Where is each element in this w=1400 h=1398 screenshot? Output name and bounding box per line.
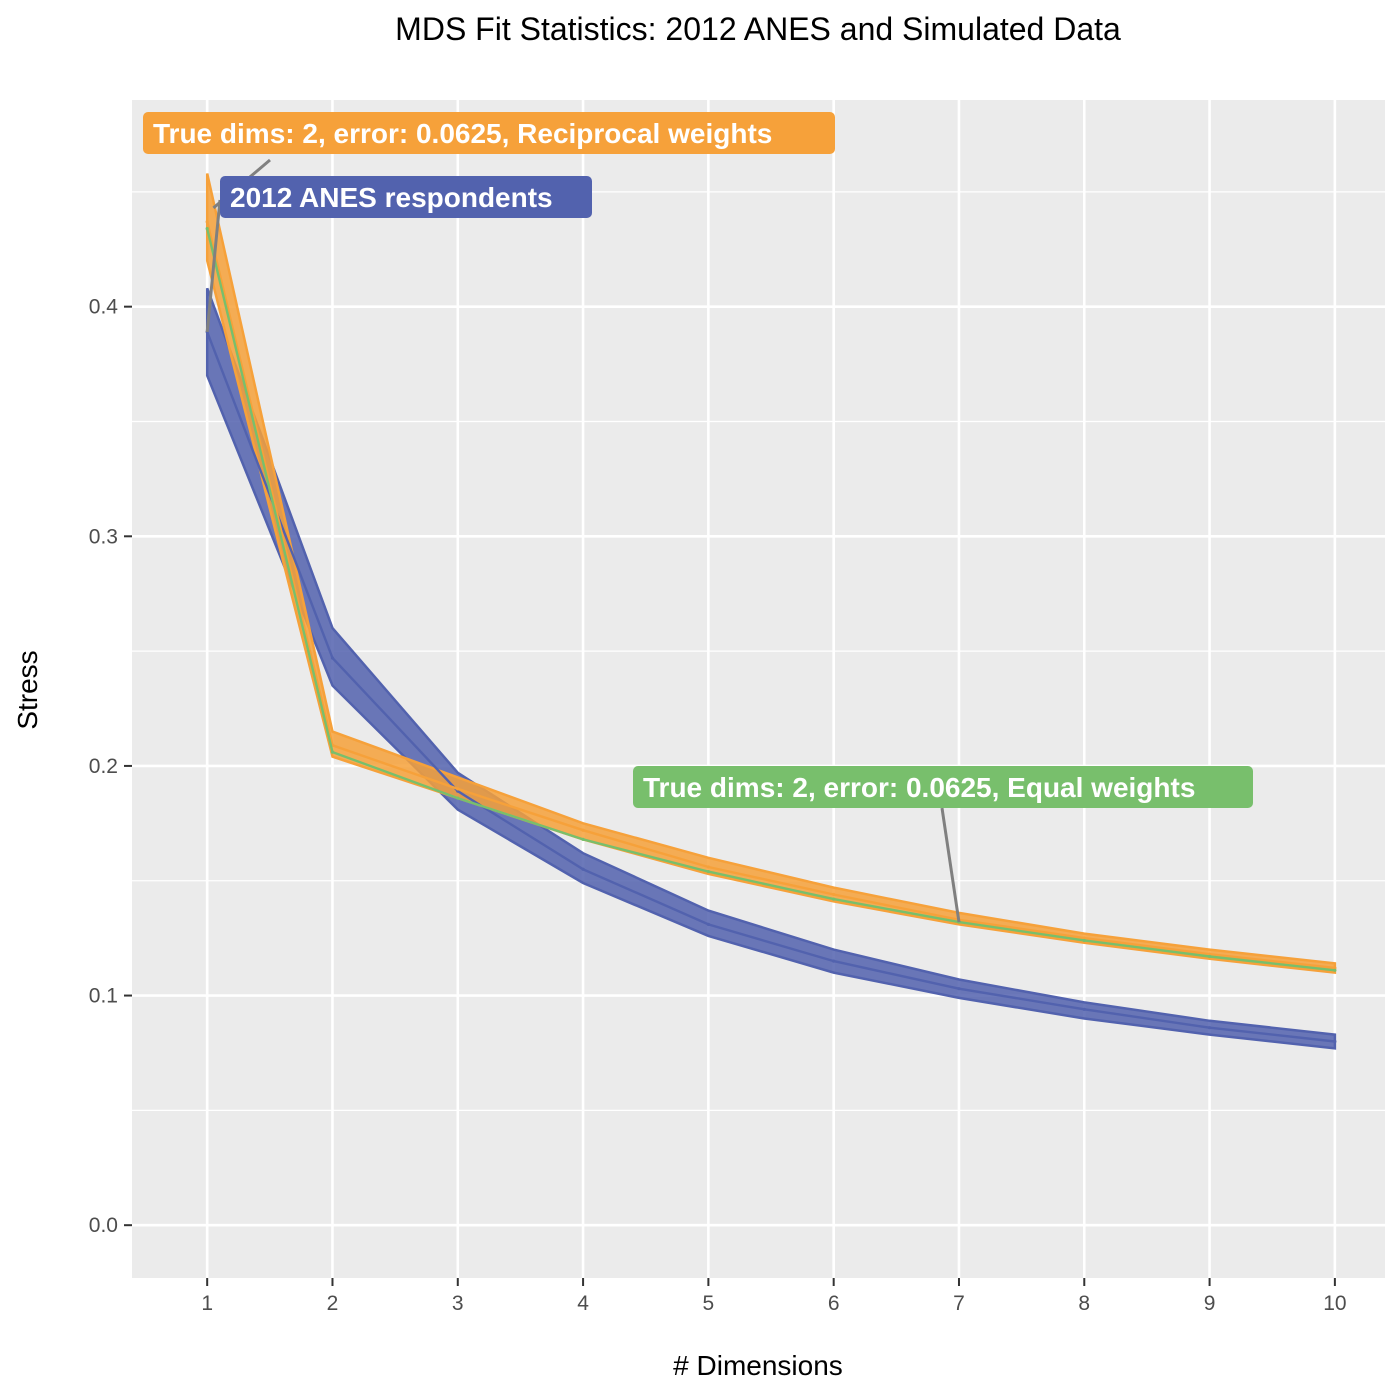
annotation-label: True dims: 2, error: 0.0625, Equal weigh… bbox=[643, 772, 1195, 803]
series-point-2 bbox=[330, 750, 335, 754]
annotation-box bbox=[633, 766, 1253, 808]
x-tick-label: 9 bbox=[1204, 1292, 1216, 1315]
series-point-1 bbox=[581, 828, 585, 832]
y-axis: 0.0 0.1 0.2 0.3 0.4 bbox=[89, 296, 132, 1237]
y-tick-label: 0.0 bbox=[89, 1214, 118, 1237]
y-tick-label: 0.4 bbox=[89, 296, 119, 319]
series-point-1 bbox=[1207, 952, 1212, 956]
series-point-0 bbox=[957, 987, 961, 991]
series-point-1 bbox=[456, 787, 460, 791]
series-point-0 bbox=[1082, 1007, 1086, 1011]
annotation-box bbox=[143, 112, 835, 154]
x-axis: 1 2 3 4 5 6 7 8 9 10 bbox=[201, 1278, 1347, 1315]
x-axis-title: # Dimensions bbox=[673, 1350, 843, 1381]
annotation-label: True dims: 2, error: 0.0625, Reciprocal … bbox=[153, 118, 772, 149]
x-tick-label: 8 bbox=[1078, 1292, 1090, 1315]
series-point-0 bbox=[1333, 1039, 1337, 1044]
series-point-1 bbox=[832, 892, 836, 897]
series-band-0 bbox=[205, 287, 1337, 1050]
series-line-2 bbox=[206, 228, 1336, 972]
series-point-2 bbox=[581, 837, 585, 842]
series-point-2 bbox=[1333, 968, 1337, 972]
x-tick-label: 4 bbox=[577, 1292, 589, 1315]
series-point-2 bbox=[1082, 938, 1086, 943]
series-point-1 bbox=[706, 865, 710, 869]
x-tick-label: 6 bbox=[828, 1292, 840, 1315]
series-point-0 bbox=[330, 656, 335, 660]
x-tick-label: 10 bbox=[1323, 1292, 1346, 1315]
series-point-2 bbox=[1207, 954, 1212, 959]
series-line-0 bbox=[206, 331, 1336, 1043]
series-lines bbox=[205, 220, 1337, 1044]
annotation-box bbox=[220, 176, 592, 218]
y-tick-label: 0.3 bbox=[89, 525, 118, 548]
series-point-0 bbox=[706, 922, 710, 926]
series-point-2 bbox=[706, 869, 710, 874]
y-tick-label: 0.1 bbox=[89, 985, 118, 1008]
series-point-0 bbox=[1207, 1026, 1212, 1030]
x-tick-label: 1 bbox=[201, 1292, 213, 1315]
series-line-1 bbox=[206, 221, 1336, 970]
major-gridlines bbox=[132, 100, 1385, 1278]
series-point-1 bbox=[1082, 936, 1086, 940]
x-tick-label: 5 bbox=[703, 1292, 715, 1315]
x-tick-label: 7 bbox=[953, 1292, 965, 1315]
annotation-leader bbox=[940, 807, 961, 923]
series-point-1 bbox=[1333, 966, 1337, 970]
series-point-2 bbox=[205, 226, 209, 231]
y-axis-title: Stress bbox=[12, 650, 43, 729]
y-tick-label: 0.2 bbox=[89, 755, 118, 778]
annotation-label: 2012 ANES respondents bbox=[230, 182, 553, 213]
series-point-2 bbox=[456, 796, 460, 800]
annotations: True dims: 2, error: 0.0625, Reciprocal … bbox=[143, 112, 1253, 923]
series-point-0 bbox=[832, 959, 836, 963]
series-point-1 bbox=[205, 220, 209, 224]
x-tick-label: 2 bbox=[327, 1292, 339, 1315]
x-tick-label: 3 bbox=[452, 1292, 464, 1315]
series-point-0 bbox=[581, 867, 585, 871]
chart-title: MDS Fit Statistics: 2012 ANES and Simula… bbox=[395, 11, 1121, 47]
annotation-leader bbox=[205, 199, 222, 333]
series-point-2 bbox=[832, 897, 836, 901]
